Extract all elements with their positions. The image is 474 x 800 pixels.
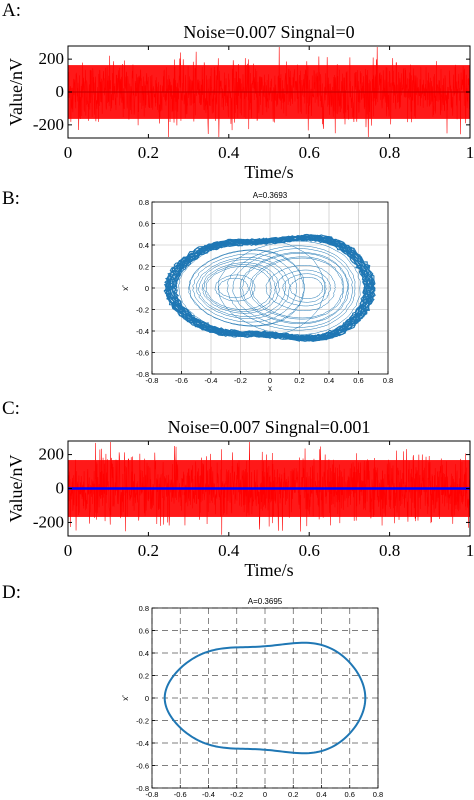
phase-trajectory (163, 233, 376, 342)
y-tick-label: 200 (39, 445, 65, 464)
x-tick-label: 0.2 (288, 790, 298, 799)
y-tick-label: -0.6 (136, 349, 149, 358)
panel-c-letter: C: (2, 398, 20, 419)
x-tick-label: -0.6 (174, 790, 187, 799)
phase-trajectory (192, 253, 298, 323)
y-tick-label: 0 (145, 284, 149, 293)
y-axis-label: Value/nV (6, 58, 26, 126)
y-tick-label: 0 (56, 479, 65, 498)
x-tick-label: -0.4 (202, 790, 215, 799)
phase-trajectory (241, 252, 349, 324)
x-tick-label: 0.2 (294, 376, 304, 385)
y-tick-label: 200 (39, 49, 65, 68)
y-tick-label: -0.4 (136, 739, 149, 748)
y-axis-label: Value/nV (6, 455, 26, 523)
y-tick-label: 0 (145, 694, 149, 703)
phase-trajectory (289, 277, 324, 299)
x-tick-label: 0 (263, 790, 267, 799)
noise-series-line (67, 442, 471, 535)
y-tick-label: 0.2 (139, 672, 149, 681)
x-axis-label: x (268, 384, 272, 393)
panel-d-letter: D: (2, 582, 21, 603)
phase-trajectory (249, 256, 344, 320)
chart-title: A=0.3693 (253, 191, 288, 200)
phase-trajectory (203, 264, 276, 312)
y-tick-label: -0.2 (136, 717, 149, 726)
x-tick-label: -0.8 (146, 790, 159, 799)
y-tick-label: 0.2 (139, 263, 149, 272)
x-tick-label: 0.8 (379, 541, 400, 560)
y-axis-label: x' (121, 285, 130, 291)
phase-trajectory (226, 245, 356, 331)
x-tick-label: -0.2 (230, 790, 243, 799)
panel-b-letter: B: (2, 188, 20, 209)
y-tick-label: 0.8 (139, 604, 149, 613)
x-tick-label: -0.8 (146, 376, 159, 385)
phase-trajectory (214, 274, 256, 302)
phase-trajectory (205, 266, 272, 310)
y-tick-label: 0.4 (139, 649, 149, 658)
x-tick-label: 0.6 (345, 790, 355, 799)
y-tick-label: -0.4 (136, 327, 149, 336)
x-tick-label: 0.8 (373, 790, 383, 799)
y-tick-label: 0.6 (139, 627, 149, 636)
y-tick-label: -0.6 (136, 762, 149, 771)
y-axis-label: x' (121, 695, 130, 701)
y-tick-label: -200 (33, 115, 64, 134)
noise-series-line (67, 46, 471, 138)
x-axis-label: Time/s (244, 162, 293, 182)
phase-trajectory (250, 257, 344, 319)
x-tick-label: 0.8 (383, 376, 393, 385)
phase-trajectory (188, 249, 306, 327)
phase-trajectory (164, 234, 376, 342)
x-tick-label: 0.4 (218, 541, 240, 560)
x-tick-label: 0.4 (316, 790, 326, 799)
x-tick-label: 0 (64, 143, 73, 162)
y-tick-label: -200 (33, 512, 64, 531)
y-tick-label: 0.6 (139, 220, 149, 229)
x-tick-label: 0 (64, 541, 73, 560)
y-tick-label: -0.8 (136, 370, 149, 379)
phase-trajectory (178, 239, 326, 337)
phase-trajectory (282, 273, 328, 303)
y-tick-label: -0.2 (136, 306, 149, 315)
chart-title: Noise=0.007 Singnal=0.001 (168, 417, 371, 437)
phase-trajectory (232, 248, 353, 328)
x-axis-label: x (263, 798, 267, 800)
panel-a-letter: A: (2, 0, 21, 21)
y-tick-label: -0.8 (136, 784, 149, 793)
x-tick-label: -0.2 (234, 376, 247, 385)
x-tick-label: 0.8 (379, 143, 400, 162)
x-tick-label: 0 (268, 376, 272, 385)
x-tick-label: -0.4 (205, 376, 218, 385)
x-tick-label: 0.6 (299, 541, 320, 560)
x-tick-label: 0.4 (218, 143, 240, 162)
phase-trajectory (239, 251, 349, 325)
x-tick-label: 1 (466, 143, 474, 162)
x-tick-label: 1 (466, 541, 474, 560)
phase-trajectory (198, 259, 287, 317)
x-tick-label: -0.6 (175, 376, 188, 385)
y-tick-label: 0.4 (139, 241, 149, 250)
y-tick-label: 0 (56, 82, 65, 101)
phase-trajectory (218, 240, 361, 336)
x-axis-label: Time/s (244, 560, 293, 580)
y-tick-label: 0.8 (139, 198, 149, 207)
chart-title: A=0.3695 (248, 597, 283, 606)
phase-trajectory (217, 277, 249, 299)
x-tick-label: 0.2 (138, 541, 159, 560)
phase-trajectory (265, 265, 336, 311)
phase-trajectory (188, 250, 305, 326)
phase-trajectory (201, 262, 280, 314)
chart-title: Noise=0.007 Singnal=0 (183, 22, 354, 42)
phase-trajectory (274, 269, 331, 307)
phase-trajectory (163, 641, 367, 755)
x-tick-label: 0.2 (138, 143, 159, 162)
x-tick-label: 0.6 (353, 376, 363, 385)
x-tick-label: 0.4 (324, 376, 334, 385)
x-tick-label: 0.6 (299, 143, 320, 162)
